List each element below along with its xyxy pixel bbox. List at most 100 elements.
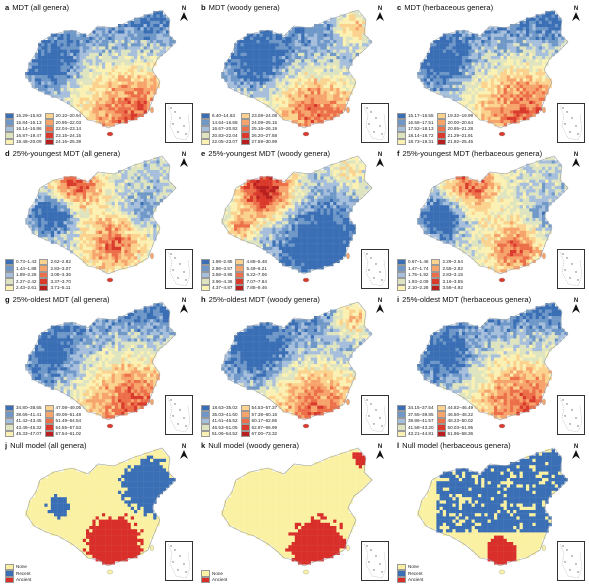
grid-cell	[462, 100, 466, 105]
grid-cell	[121, 237, 125, 241]
grid-cell	[490, 43, 495, 47]
grid-cell	[70, 49, 74, 53]
grid-cell	[156, 176, 160, 180]
grid-cell	[82, 94, 87, 98]
grid-cell	[240, 75, 244, 79]
grid-cell	[330, 113, 334, 117]
grid-cell	[98, 214, 103, 219]
grid-cell	[95, 81, 99, 85]
grid-cell	[73, 33, 77, 37]
grid-cell	[506, 84, 511, 89]
grid-cell	[114, 221, 119, 225]
grid-cell	[288, 189, 292, 193]
grid-cell	[326, 116, 331, 121]
grid-cell	[166, 20, 170, 25]
grid-cell	[134, 104, 138, 108]
grid-cell	[320, 65, 324, 69]
grid-cell	[471, 75, 475, 79]
grid-cell	[111, 120, 115, 124]
grid-cell	[542, 24, 546, 28]
grid-cell	[487, 27, 491, 31]
grid-cell	[490, 56, 495, 60]
grid-cell	[114, 75, 119, 79]
grid-cell	[111, 49, 115, 53]
grid-cell	[95, 62, 99, 66]
grid-cell	[92, 59, 96, 63]
grid-cell	[89, 94, 93, 98]
grid-cell	[234, 49, 238, 53]
grid-cell	[102, 97, 106, 101]
grid-cell	[34, 59, 39, 63]
grid-cell	[240, 214, 244, 219]
grid-cell	[342, 195, 347, 199]
grid-cell	[298, 214, 302, 219]
grid-cell	[532, 59, 536, 63]
grid-cell	[542, 75, 546, 79]
grid-cell	[278, 33, 283, 37]
grid-cell	[490, 52, 495, 57]
grid-cell	[102, 62, 106, 66]
grid-cell	[73, 246, 77, 251]
legend-swatch	[397, 119, 406, 126]
grid-cell	[102, 107, 106, 111]
grid-cell	[532, 24, 536, 28]
grid-cell	[127, 166, 131, 171]
grid-cell	[143, 62, 147, 66]
grid-cell	[98, 195, 103, 199]
legend-item: 0.73–1.43	[5, 259, 36, 266]
grid-cell	[54, 192, 58, 196]
grid-cell	[134, 208, 138, 212]
grid-cell	[79, 224, 83, 228]
grid-cell	[82, 65, 87, 69]
grid-cell	[76, 94, 80, 98]
grid-cell	[278, 208, 283, 212]
grid-cell	[63, 43, 67, 47]
grid-cell	[166, 27, 170, 31]
grid-cell	[250, 211, 254, 215]
grid-cell	[439, 56, 443, 60]
grid-cell	[143, 65, 147, 69]
grid-cell	[446, 91, 450, 95]
legend-item: 22.04–23.14	[44, 125, 81, 133]
grid-cell	[102, 246, 106, 251]
grid-cell	[500, 120, 504, 124]
grid-cell	[497, 33, 501, 37]
grid-cell	[301, 72, 305, 76]
grid-cell	[95, 43, 99, 47]
grid-cell	[240, 211, 244, 215]
grid-cell	[282, 78, 286, 82]
grid-cell	[118, 189, 122, 193]
grid-cell	[336, 166, 340, 171]
grid-cell	[471, 72, 475, 76]
grid-cell	[76, 40, 80, 44]
grid-cell	[121, 266, 125, 270]
legend-item: 21.29–21.91	[436, 132, 473, 139]
grid-cell	[111, 27, 115, 31]
grid-cell	[330, 211, 334, 215]
grid-cell	[86, 224, 90, 228]
grid-cell	[44, 56, 48, 60]
legend-swatch	[397, 113, 406, 120]
grid-cell	[326, 59, 331, 63]
grid-cell	[130, 262, 135, 267]
grid-cell	[121, 214, 125, 219]
grid-cell	[538, 56, 543, 60]
grid-cell	[134, 186, 138, 190]
grid-cell	[282, 75, 286, 79]
grid-cell	[92, 246, 96, 251]
grid-cell	[310, 179, 315, 183]
grid-cell	[114, 81, 119, 85]
grid-cell	[430, 72, 434, 76]
grid-cell	[102, 266, 106, 270]
grid-cell	[455, 33, 459, 37]
grid-cell	[449, 59, 453, 63]
grid-cell	[298, 205, 302, 209]
grid-cell	[304, 205, 308, 209]
grid-cell	[95, 259, 99, 263]
grid-cell	[162, 163, 167, 167]
grid-cell	[140, 173, 144, 177]
grid-cell	[162, 43, 167, 47]
grid-cell	[516, 110, 520, 114]
grid-cell	[326, 214, 331, 219]
grid-cell	[455, 78, 459, 82]
